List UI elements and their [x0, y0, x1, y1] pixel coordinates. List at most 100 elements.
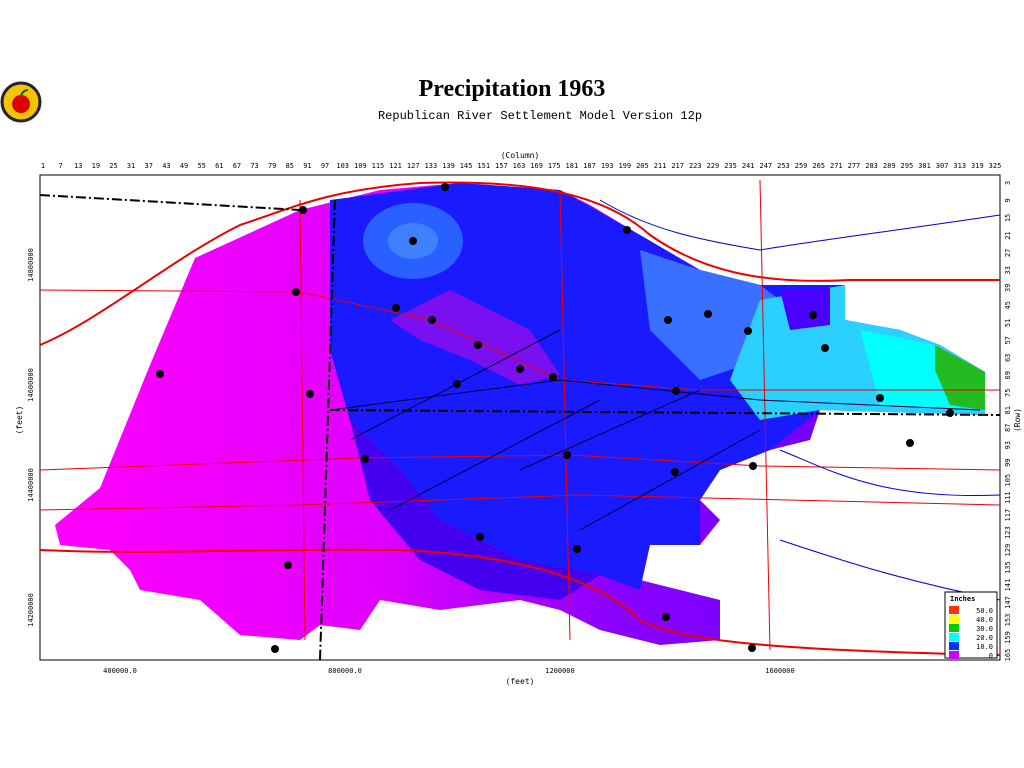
row-tick: 57: [1004, 336, 1012, 344]
legend-title: Inches: [950, 595, 975, 603]
station: [409, 237, 417, 245]
legend: Inches 50.040.030.020.010.00: [944, 591, 998, 660]
column-tick: 277: [848, 162, 861, 170]
column-tick: 211: [654, 162, 667, 170]
station: [821, 344, 829, 352]
legend-swatch: [949, 624, 959, 632]
column-tick: 229: [707, 162, 720, 170]
column-tick: 253: [777, 162, 790, 170]
station: [392, 304, 400, 312]
station: [474, 341, 482, 349]
row-tick: 63: [1004, 354, 1012, 362]
column-tick: 157: [495, 162, 508, 170]
row-tick: 117: [1004, 509, 1012, 522]
column-tick: 241: [742, 162, 755, 170]
row-tick: 15: [1004, 214, 1012, 222]
station: [946, 409, 954, 417]
station: [516, 365, 524, 373]
y-tick: 14200000: [27, 593, 35, 627]
station: [748, 644, 756, 652]
state-borders: [39, 194, 1001, 661]
row-tick: 33: [1004, 266, 1012, 274]
column-tick: 61: [215, 162, 223, 170]
row-tick: 99: [1004, 458, 1012, 466]
row-tick: 39: [1004, 284, 1012, 292]
station: [876, 394, 884, 402]
row-tick: 69: [1004, 371, 1012, 379]
column-tick: 43: [162, 162, 170, 170]
row-tick: 147: [1004, 596, 1012, 609]
station: [809, 311, 817, 319]
row-tick: 159: [1004, 631, 1012, 644]
column-tick: 295: [901, 162, 914, 170]
column-tick: 271: [830, 162, 843, 170]
row-tick: 81: [1004, 406, 1012, 414]
y-tick: 14400000: [27, 468, 35, 502]
row-tick: 111: [1004, 491, 1012, 504]
column-tick: 121: [389, 162, 402, 170]
column-tick: 49: [180, 162, 188, 170]
station: [671, 468, 679, 476]
column-tick: 199: [618, 162, 631, 170]
column-tick: 307: [936, 162, 949, 170]
legend-swatch: [949, 642, 959, 650]
station: [563, 451, 571, 459]
station: [744, 327, 752, 335]
column-tick: 163: [513, 162, 526, 170]
legend-label: 20.0: [976, 634, 993, 642]
column-tick: 313: [953, 162, 966, 170]
column-tick: 325: [989, 162, 1002, 170]
legend-label: 30.0: [976, 625, 993, 633]
station: [749, 462, 757, 470]
y-tick: 14800000: [27, 248, 35, 282]
station: [306, 390, 314, 398]
station: [453, 380, 461, 388]
logo: [0, 81, 42, 123]
column-tick: 127: [407, 162, 420, 170]
column-tick: 151: [477, 162, 490, 170]
column-tick: 103: [336, 162, 349, 170]
row-tick: 135: [1004, 561, 1012, 574]
column-tick: 25: [109, 162, 117, 170]
legend-label: 10.0: [976, 643, 993, 651]
row-tick: 3: [1004, 181, 1012, 185]
column-tick: 217: [671, 162, 684, 170]
column-tick: 133: [425, 162, 438, 170]
column-tick: 73: [250, 162, 258, 170]
legend-swatch: [949, 615, 959, 623]
row-tick: 21: [1004, 231, 1012, 239]
column-tick: 19: [92, 162, 100, 170]
station: [299, 206, 307, 214]
row-tick: 51: [1004, 319, 1012, 327]
legend-swatch: [949, 633, 959, 641]
station: [271, 645, 279, 653]
column-tick: 187: [583, 162, 596, 170]
gauge-stations: [156, 183, 954, 653]
station: [573, 545, 581, 553]
station: [672, 387, 680, 395]
legend-swatch: [949, 606, 959, 614]
row-tick: 27: [1004, 249, 1012, 257]
column-tick: 13: [74, 162, 82, 170]
row-tick: 165: [1004, 649, 1012, 662]
station: [549, 373, 557, 381]
station: [156, 370, 164, 378]
row-tick: 93: [1004, 441, 1012, 449]
legend-label: 50.0: [976, 607, 993, 615]
column-tick: 247: [759, 162, 772, 170]
station: [704, 310, 712, 318]
x-tick: 400000.0: [103, 667, 137, 675]
station: [662, 613, 670, 621]
column-tick: 139: [442, 162, 455, 170]
station: [664, 316, 672, 324]
column-tick: 175: [548, 162, 561, 170]
right-axis-label: (Row): [1013, 408, 1022, 432]
station: [476, 533, 484, 541]
column-tick: 31: [127, 162, 135, 170]
column-tick: 223: [689, 162, 702, 170]
column-tick: 301: [918, 162, 931, 170]
legend-label: 0: [989, 652, 993, 660]
y-tick: 14600000: [27, 368, 35, 402]
row-tick: 123: [1004, 526, 1012, 539]
